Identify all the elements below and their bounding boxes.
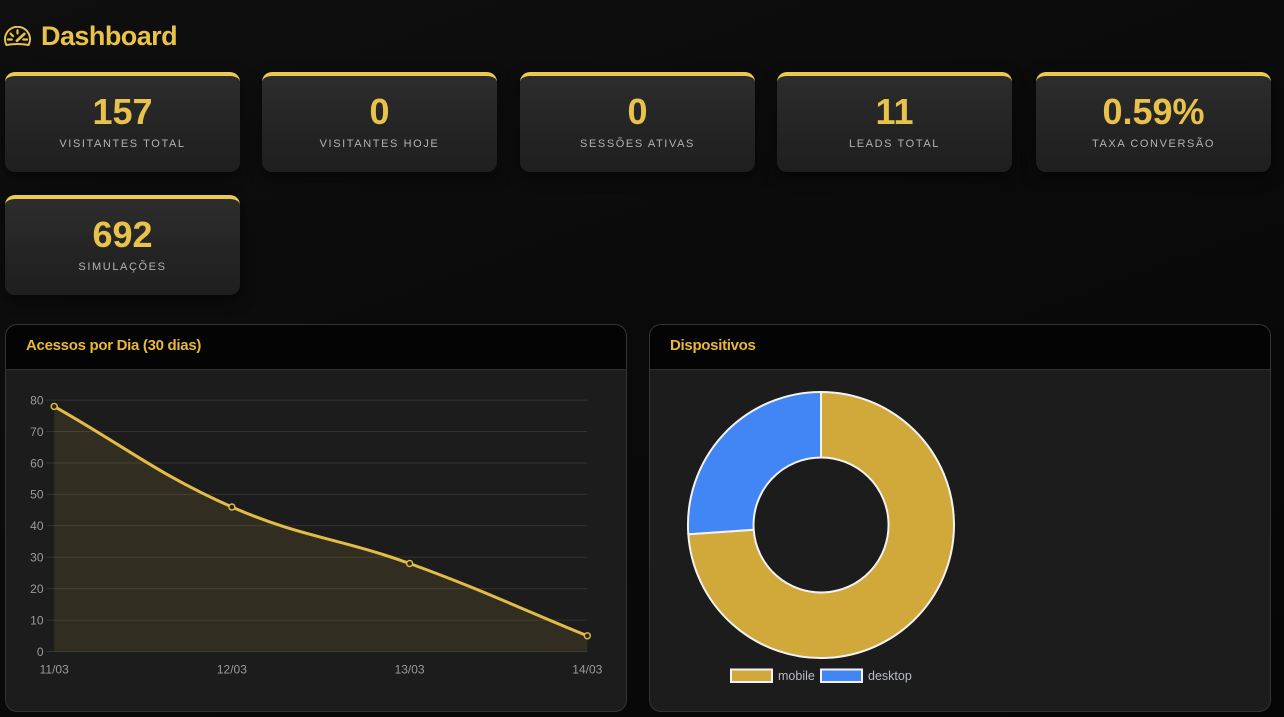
svg-text:12/03: 12/03: [217, 663, 247, 677]
svg-text:13/03: 13/03: [395, 663, 425, 677]
svg-text:30: 30: [30, 551, 44, 565]
svg-text:40: 40: [30, 519, 44, 533]
svg-text:11/03: 11/03: [40, 663, 69, 677]
svg-text:50: 50: [30, 488, 44, 502]
svg-text:mobile: mobile: [778, 669, 815, 683]
svg-text:70: 70: [30, 425, 44, 439]
svg-text:80: 80: [30, 393, 44, 407]
svg-text:0: 0: [37, 645, 44, 659]
svg-text:20: 20: [30, 582, 44, 596]
svg-text:14/03: 14/03: [572, 663, 602, 677]
svg-text:60: 60: [30, 456, 44, 470]
svg-text:10: 10: [30, 613, 44, 627]
svg-text:desktop: desktop: [868, 669, 912, 683]
